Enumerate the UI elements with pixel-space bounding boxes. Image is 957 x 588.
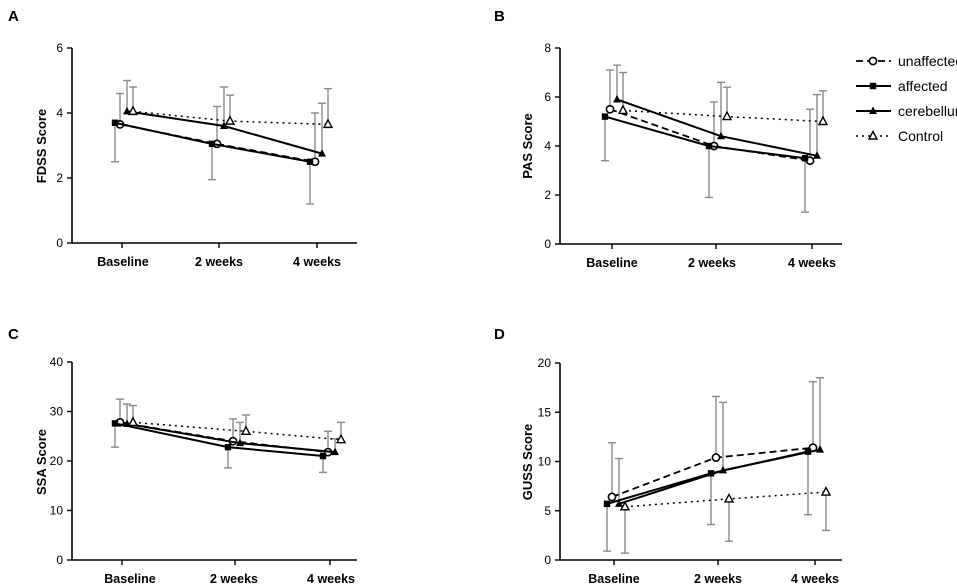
x-tick-label: 2 weeks (195, 255, 243, 269)
data-point-cerebellum (813, 151, 821, 159)
series-line-control (132, 421, 342, 441)
x-tick-label: 2 weeks (688, 256, 736, 270)
data-point-control (617, 104, 629, 115)
data-point-affected (705, 142, 713, 150)
legend-label-control: Control (898, 128, 943, 144)
data-point-cerebellum (331, 447, 339, 456)
data-point-cerebellum (318, 149, 326, 157)
legend-marker-cerebellum (869, 106, 877, 114)
data-point-control (127, 416, 139, 427)
x-tick-label: 4 weeks (791, 572, 839, 586)
data-point-cerebellum (123, 106, 131, 115)
series-line-unaffected (609, 108, 811, 162)
data-point-control (322, 118, 334, 129)
y-tick-label: 10 (538, 455, 552, 469)
legend-label-cerebellum: cerebellum (898, 103, 957, 119)
x-tick-label: Baseline (588, 572, 639, 586)
data-point-control (820, 486, 832, 496)
y-tick-label: 4 (544, 139, 551, 153)
data-point-affected (319, 452, 327, 460)
data-point-cerebellum (613, 94, 621, 103)
data-point-affected (208, 140, 216, 148)
data-point-cerebellum (236, 438, 244, 447)
y-tick-label: 20 (538, 356, 552, 370)
y-tick-label: 2 (56, 171, 63, 185)
data-point-cerebellum (615, 499, 623, 507)
y-tick-label: 15 (538, 405, 552, 419)
chart-panel-d: D 0 5 10 15 20 Baseline 2 weeks 4 weeks GUSS Scor… (494, 326, 842, 586)
data-point-cerebellum (220, 121, 228, 129)
y-tick-label: 30 (50, 405, 64, 419)
chart-panel-c: C 0 10 20 30 40 Baseline 2 weeks 4 weeks SSA Scor… (8, 326, 357, 586)
x-tick-label: Baseline (97, 255, 148, 269)
x-tick-label: 2 weeks (694, 572, 742, 586)
x-tick-label: 2 weeks (210, 572, 258, 586)
panel-letter: C (8, 326, 19, 343)
legend-marker-control (867, 130, 879, 140)
y-tick-label: 8 (544, 41, 551, 55)
data-point-affected (801, 155, 809, 162)
x-tick-label: Baseline (104, 572, 155, 586)
legend-label-unaffected: unaffected (898, 53, 957, 69)
data-point-cerebellum (719, 465, 727, 474)
data-point-control (127, 105, 139, 116)
series-line-control (624, 491, 827, 508)
chart-panel-a: A 0 2 4 6 Baseline 2 weeks 4 weeks FDSS Score (8, 8, 357, 269)
series-line-affected (604, 115, 806, 160)
data-point-control (240, 425, 252, 435)
data-point-cerebellum (816, 445, 824, 453)
data-point-control (721, 110, 733, 121)
y-axis-label: GUSS Score (520, 424, 535, 501)
legend-label-affected: affected (898, 78, 948, 94)
chart-panel-b: B 0 2 4 6 8 Baseline 2 weeks 4 weeks PAS Score (494, 8, 842, 270)
y-tick-label: 40 (50, 355, 64, 369)
x-tick-label: 4 weeks (788, 256, 836, 270)
y-tick-label: 0 (544, 237, 551, 251)
series-line-control (622, 109, 824, 123)
y-tick-label: 6 (544, 90, 551, 104)
y-tick-label: 0 (56, 553, 63, 567)
y-tick-label: 0 (56, 236, 63, 250)
y-tick-label: 10 (50, 504, 64, 518)
data-point-cerebellum (717, 131, 725, 140)
panel-letter: A (8, 8, 19, 25)
data-point-affected (224, 443, 232, 451)
data-point-affected (601, 113, 609, 120)
data-point-affected (111, 420, 119, 427)
y-tick-label: 2 (544, 188, 551, 202)
x-tick-label: 4 weeks (307, 572, 355, 586)
data-point-control (335, 433, 347, 444)
legend-marker-unaffected (868, 56, 878, 66)
panel-letter: D (494, 326, 505, 343)
data-point-control (817, 115, 829, 126)
data-point-control (723, 492, 735, 503)
y-axis-label: SSA Score (34, 429, 49, 495)
data-point-affected (111, 119, 119, 126)
legend: unaffected affected cerebellum Control (856, 53, 957, 144)
data-point-control (224, 115, 236, 125)
panel-letter: B (494, 8, 505, 25)
y-axis-label: PAS Score (520, 113, 535, 179)
y-tick-label: 20 (50, 454, 64, 468)
data-point-unaffected (605, 104, 615, 114)
data-point-affected (603, 500, 611, 508)
y-tick-label: 6 (56, 41, 63, 55)
data-point-control (619, 500, 631, 511)
x-tick-label: Baseline (586, 256, 637, 270)
data-point-affected (306, 158, 314, 165)
x-tick-label: 4 weeks (293, 255, 341, 269)
y-tick-label: 0 (544, 553, 551, 567)
data-point-unaffected (607, 492, 617, 502)
y-tick-label: 5 (544, 504, 551, 518)
y-axis-label: FDSS Score (34, 109, 49, 183)
y-tick-label: 4 (56, 106, 63, 120)
legend-marker-affected (869, 82, 877, 90)
data-point-unaffected (711, 453, 721, 462)
